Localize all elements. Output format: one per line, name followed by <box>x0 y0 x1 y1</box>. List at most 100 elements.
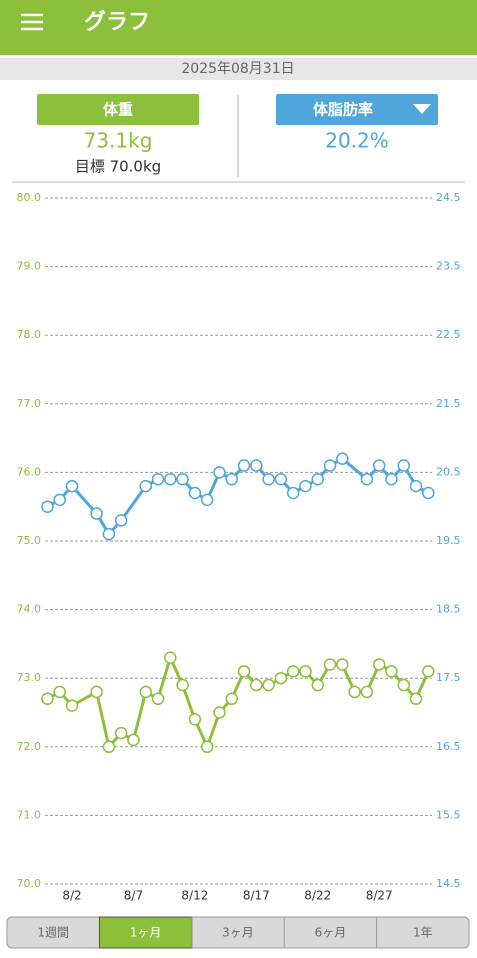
y-tick-label: 80.0 <box>17 191 42 204</box>
data-point <box>385 473 398 486</box>
data-point <box>225 473 238 486</box>
y2-tick-label: 15.5 <box>436 808 461 821</box>
tab[interactable]: 1週間 <box>37 926 69 940</box>
x-tick-label: 8/17 <box>243 889 270 903</box>
data-point <box>299 665 312 678</box>
data-point <box>65 699 79 712</box>
data-point <box>262 678 275 692</box>
data-point <box>385 665 398 678</box>
data-point <box>311 678 324 692</box>
date: 2025年08月31日 <box>181 61 294 77</box>
app-bar <box>0 0 477 55</box>
data-point <box>151 473 165 486</box>
data-point <box>188 486 202 500</box>
dropdown-arrow <box>413 104 431 114</box>
date-bar <box>0 58 477 80</box>
tab[interactable]: 1年 <box>413 926 433 940</box>
data-point <box>409 692 423 706</box>
y-tick-label: 71.0 <box>17 808 42 821</box>
data-point <box>336 452 349 465</box>
x-tick-label: 8/27 <box>366 889 393 903</box>
data-point <box>225 692 238 706</box>
y2-tick-label: 24.5 <box>436 191 461 204</box>
tab-selected[interactable] <box>98 916 193 949</box>
data-point <box>250 459 263 472</box>
data-point <box>323 658 337 671</box>
tab[interactable]: 3ヶ月 <box>222 926 254 940</box>
menu-icon[interactable] <box>21 13 43 31</box>
data-point <box>139 685 152 699</box>
data-point <box>348 685 361 699</box>
tab[interactable]: 6ヶ月 <box>315 926 347 940</box>
data-point <box>250 678 263 692</box>
data-point <box>151 692 165 706</box>
data-point <box>41 500 54 513</box>
y-tick-label: 78.0 <box>17 328 42 341</box>
data-point <box>213 706 226 719</box>
weight-value: 73.1kg <box>84 129 153 153</box>
data-point <box>176 473 189 486</box>
y-tick-label: 77.0 <box>17 397 42 410</box>
fat-button[interactable] <box>276 94 438 125</box>
x-tick-label: 8/2 <box>62 889 81 903</box>
data-point <box>102 740 116 754</box>
y-tick-label: 74.0 <box>17 603 42 616</box>
y-tick-label: 75.0 <box>17 534 42 547</box>
data-point <box>286 486 300 500</box>
y2-tick-label: 20.5 <box>436 465 461 478</box>
y-tick-label: 72.0 <box>17 740 42 753</box>
x-tick-label: 8/7 <box>124 889 143 903</box>
data-point <box>286 665 300 678</box>
y2-tick-label: 18.5 <box>436 603 461 616</box>
data-point <box>114 514 128 527</box>
y2-tick-label: 23.5 <box>436 260 461 273</box>
y2-tick-label: 14.5 <box>436 877 461 890</box>
data-point <box>397 678 410 692</box>
data-point <box>200 493 214 507</box>
y2-tick-label: 22.5 <box>436 328 461 341</box>
data-point <box>360 473 374 486</box>
data-point <box>53 685 66 699</box>
data-point <box>164 651 177 664</box>
fat-label: 体脂肪率 <box>313 101 373 119</box>
y2-tick-label: 21.5 <box>436 397 461 410</box>
data-point <box>274 671 288 685</box>
data-point <box>65 479 79 493</box>
data-point <box>41 692 54 706</box>
data-point <box>164 473 177 486</box>
data-point <box>237 459 251 472</box>
fat-value: 20.2% <box>325 129 389 153</box>
data-point <box>372 658 386 671</box>
y-tick-label: 76.0 <box>17 465 42 478</box>
data-point <box>422 665 435 678</box>
data-point <box>360 685 374 699</box>
data-point <box>299 479 312 493</box>
data-point <box>397 459 410 472</box>
data-point <box>336 658 349 671</box>
series-line <box>46 456 430 537</box>
y2-tick-label: 16.5 <box>436 740 461 753</box>
data-point <box>102 527 116 541</box>
data-point <box>114 726 128 740</box>
data-point <box>176 678 189 692</box>
data-point <box>311 473 324 486</box>
weight-button[interactable] <box>37 94 199 125</box>
tab[interactable]: 1ヶ月 <box>130 926 162 940</box>
data-point <box>90 685 103 699</box>
y-tick-label: 70.0 <box>17 877 42 890</box>
goal: 目標 70.0kg <box>75 158 161 176</box>
data-point <box>237 665 251 678</box>
data-point <box>422 486 435 500</box>
data-point <box>200 740 214 754</box>
data-point <box>372 459 386 472</box>
weight-label: 体重 <box>103 101 133 119</box>
data-point <box>409 479 423 493</box>
data-point <box>90 507 103 520</box>
y2-tick-label: 19.5 <box>436 534 461 547</box>
data-point <box>127 733 140 747</box>
data-point <box>274 473 288 486</box>
data-point <box>53 493 66 507</box>
x-tick-label: 8/12 <box>181 889 208 903</box>
y2-tick-label: 17.5 <box>436 671 461 684</box>
data-point <box>188 713 202 726</box>
